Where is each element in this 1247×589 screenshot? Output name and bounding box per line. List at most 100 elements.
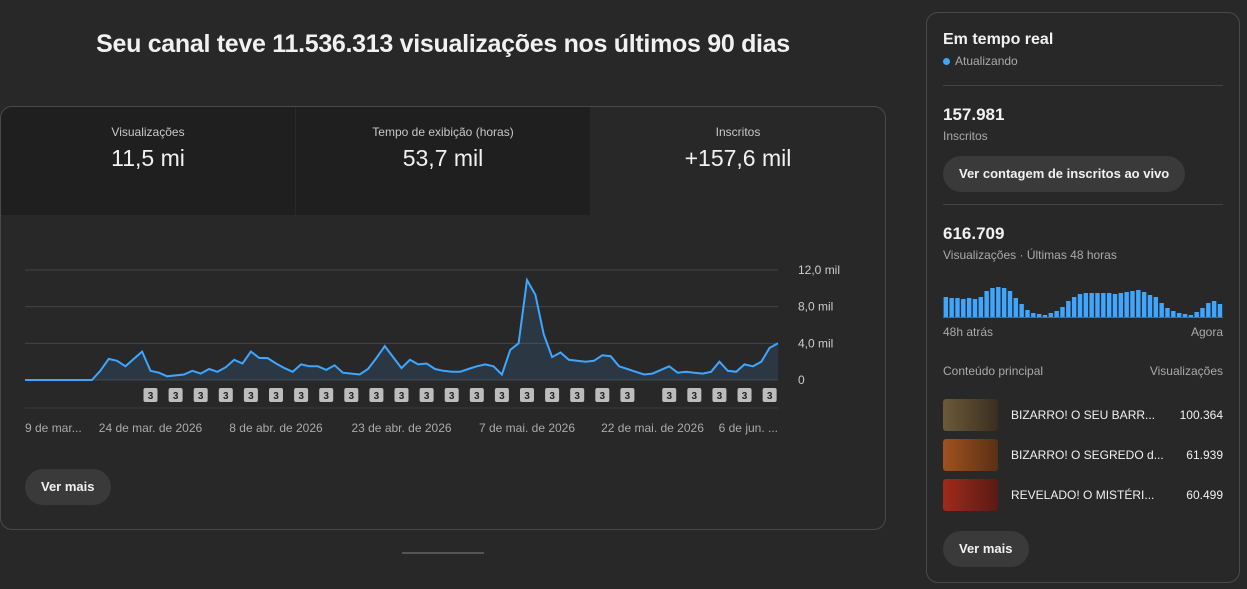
realtime-bar bbox=[1118, 293, 1124, 317]
realtime-bar bbox=[955, 298, 960, 317]
marker-label: 3 bbox=[692, 391, 698, 402]
marker-box bbox=[687, 388, 702, 402]
realtime-bar bbox=[1141, 292, 1147, 317]
realtime-bar bbox=[1095, 293, 1100, 317]
marker-label: 3 bbox=[474, 391, 480, 402]
see-more-button[interactable]: Ver mais bbox=[25, 469, 111, 505]
see-more-button[interactable]: Ver mais bbox=[943, 531, 1029, 567]
marker-label: 3 bbox=[767, 391, 773, 402]
content-row[interactable]: BIZARRO! O SEU BARR... 100.364 bbox=[943, 399, 1223, 431]
metric-label: Tempo de exibição (horas) bbox=[372, 125, 514, 139]
thumbnail bbox=[943, 439, 998, 471]
marker-label: 3 bbox=[223, 391, 229, 402]
marker-label: 3 bbox=[666, 391, 672, 402]
area bbox=[25, 280, 778, 380]
marker-box bbox=[469, 388, 484, 402]
marker-box bbox=[444, 388, 459, 402]
marker-box bbox=[520, 388, 534, 402]
realtime-bar bbox=[1159, 303, 1164, 317]
realtime-title: Em tempo real bbox=[943, 31, 1054, 48]
realtime-bar bbox=[1025, 310, 1030, 317]
metric-value: 11,5 mi bbox=[111, 145, 185, 171]
realtime-bar bbox=[1112, 294, 1118, 317]
realtime-bar bbox=[1101, 293, 1106, 317]
x-tick-label: 7 de mai. de 2026 bbox=[479, 421, 575, 435]
marker-label: 3 bbox=[449, 391, 455, 402]
x-tick-label: 22 de mai. de 2026 bbox=[601, 421, 704, 435]
start-label: 48h atrás bbox=[943, 325, 994, 339]
subscriber-label: Inscritos bbox=[943, 129, 988, 143]
realtime-bar bbox=[990, 288, 995, 317]
realtime-bar bbox=[978, 297, 984, 317]
marker-label: 3 bbox=[374, 391, 380, 402]
realtime-bar bbox=[1194, 312, 1199, 317]
separator bbox=[943, 85, 1223, 86]
marker-box bbox=[419, 388, 434, 402]
realtime-status: Atualizando bbox=[943, 54, 1018, 68]
realtime-bar bbox=[1130, 291, 1135, 317]
marker-label: 3 bbox=[273, 391, 279, 402]
marker-label: 3 bbox=[742, 391, 748, 402]
marker-box bbox=[143, 388, 158, 402]
content-row[interactable]: REVELADO! O MISTÉRI... 60.499 bbox=[943, 479, 1223, 511]
views-count: 616.709 bbox=[943, 224, 1005, 243]
status-dot bbox=[943, 58, 950, 65]
marker-box bbox=[344, 388, 359, 402]
realtime-bar bbox=[1048, 313, 1054, 317]
realtime-bar bbox=[984, 291, 989, 317]
realtime-bar bbox=[1136, 290, 1141, 317]
realtime-bar bbox=[1077, 294, 1083, 317]
marker-box bbox=[394, 388, 409, 402]
marker-box bbox=[193, 388, 208, 402]
marker-label: 3 bbox=[574, 391, 580, 402]
end-label: Agora bbox=[1190, 325, 1223, 339]
marker-box bbox=[168, 388, 183, 402]
y-tick-label: 12,0 mil bbox=[798, 263, 840, 277]
realtime-bar bbox=[1083, 293, 1089, 317]
marker-label: 3 bbox=[173, 391, 179, 402]
realtime-bar bbox=[1001, 288, 1007, 317]
realtime-bars bbox=[943, 287, 1223, 317]
realtime-panel: Em tempo real Atualizando 157.981 Inscri… bbox=[926, 12, 1240, 583]
y-tick-label: 8,0 mil bbox=[798, 300, 833, 314]
metric-tile[interactable]: Tempo de exibição (horas) 53,7 mil bbox=[296, 107, 590, 215]
marker-box bbox=[218, 388, 233, 402]
marker-box bbox=[269, 388, 283, 402]
realtime-bar bbox=[1217, 304, 1223, 317]
marker-label: 3 bbox=[248, 391, 254, 402]
metric-label: Inscritos bbox=[715, 125, 761, 139]
top-views-header: Visualizações bbox=[1149, 364, 1223, 378]
realtime-bar bbox=[1106, 293, 1112, 317]
marker-label: 3 bbox=[323, 391, 329, 402]
marker-label: 3 bbox=[625, 391, 631, 402]
marker-box bbox=[712, 388, 727, 402]
marker-label: 3 bbox=[549, 391, 555, 402]
realtime-bar bbox=[1188, 315, 1194, 317]
realtime-bar bbox=[943, 297, 949, 317]
realtime-bar bbox=[1007, 291, 1013, 317]
y-tick-label: 0 bbox=[798, 373, 805, 387]
realtime-bar bbox=[1019, 304, 1024, 317]
realtime-bar bbox=[1060, 307, 1065, 317]
content-row[interactable]: BIZARRO! O SEGREDO d... 61.939 bbox=[943, 439, 1223, 471]
views-chart: 0 4,0 mil 8,0 mil 12,0 mil 9 de mar... 24 de … bbox=[25, 263, 840, 435]
content-title: BIZARRO! O SEGREDO d... bbox=[1011, 448, 1164, 462]
metric-tile[interactable]: Inscritos +157,6 mil bbox=[591, 107, 885, 215]
realtime-bar bbox=[1176, 313, 1182, 317]
realtime-bar bbox=[1071, 297, 1077, 317]
marker-box bbox=[494, 388, 509, 402]
realtime-bar bbox=[961, 299, 966, 317]
realtime-bar bbox=[1036, 314, 1042, 317]
realtime-bar bbox=[1031, 313, 1036, 317]
realtime-bar bbox=[1147, 295, 1153, 317]
overview-card: Visualizações 11,5 mi Tempo de exibição … bbox=[0, 106, 886, 530]
live-count-button[interactable]: Ver contagem de inscritos ao vivo bbox=[943, 156, 1186, 192]
metric-value: 53,7 mil bbox=[402, 145, 484, 171]
marker-box bbox=[662, 388, 677, 402]
realtime-bar bbox=[949, 298, 954, 317]
metric-tile[interactable]: Visualizações 11,5 mi bbox=[1, 107, 295, 215]
marker-label: 3 bbox=[399, 391, 405, 402]
marker-box bbox=[595, 388, 610, 402]
marker-label: 3 bbox=[198, 391, 204, 402]
